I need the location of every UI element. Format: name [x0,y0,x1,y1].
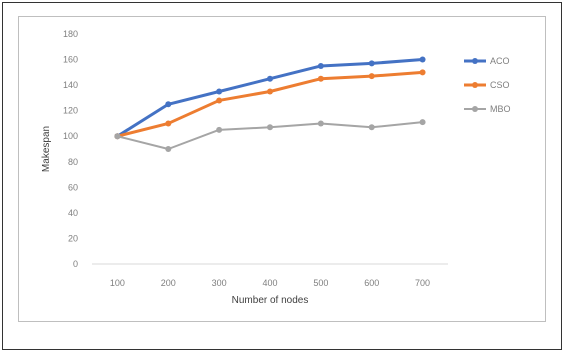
x-axis-ticks: 100 200 300 400 500 600 700 [110,278,430,288]
data-point [267,88,273,95]
legend-label: CSO [490,80,510,90]
data-point [419,119,426,126]
x-tick-label: 100 [110,278,125,288]
x-tick-label: 200 [161,278,176,288]
legend-label: MBO [490,104,511,114]
data-point [368,73,375,80]
x-axis-title: Number of nodes [232,295,309,306]
legend-item-mbo: MBO [464,104,511,114]
data-point [368,60,375,67]
legend-marker [472,58,478,64]
data-point [216,97,223,104]
data-point [165,120,172,127]
data-point [216,126,223,133]
y-tick-label: 80 [68,157,78,167]
x-tick-label: 300 [212,278,227,288]
data-point [317,62,324,69]
y-tick-label: 100 [63,131,78,141]
legend-label: ACO [490,56,510,66]
y-tick-label: 120 [63,106,78,116]
y-tick-label: 40 [68,208,78,218]
y-tick-label: 140 [63,80,78,90]
data-point [267,75,273,82]
legend-marker [472,106,478,112]
legend-marker [472,82,478,88]
data-point [165,101,172,108]
y-axis-title: Makespan [41,126,52,172]
chart-area [18,16,546,322]
y-tick-label: 20 [68,233,78,243]
data-point [317,75,324,82]
data-point [267,124,273,131]
y-tick-label: 60 [68,182,78,192]
y-tick-label: 160 [63,55,78,65]
data-point [216,88,223,95]
x-tick-label: 600 [364,278,379,288]
data-point [165,146,172,152]
y-tick-label: 0 [73,259,78,269]
legend-item-aco: ACO [464,56,510,66]
data-point [419,56,426,63]
legend: ACO CSO MBO [464,56,511,114]
x-tick-label: 400 [262,278,277,288]
data-point [368,124,375,131]
series-mbo [114,119,426,152]
y-axis-ticks: 0 20 40 60 80 100 120 140 160 180 [63,29,78,269]
x-tick-label: 700 [415,278,430,288]
legend-item-cso: CSO [464,80,510,90]
data-point [317,120,324,127]
x-tick-label: 500 [313,278,328,288]
series-layer [114,56,426,152]
data-point [419,69,426,76]
data-point [114,133,121,140]
y-tick-label: 180 [63,29,78,39]
